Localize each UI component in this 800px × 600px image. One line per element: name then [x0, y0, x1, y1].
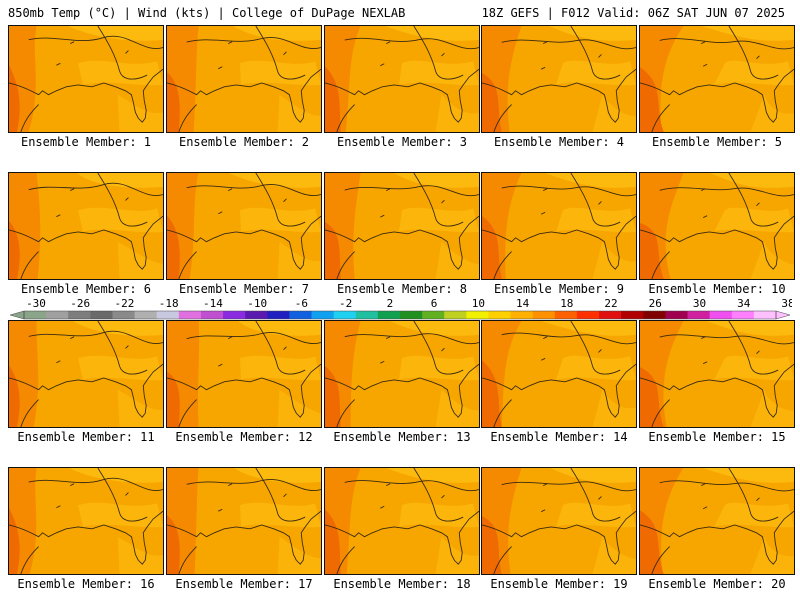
colorbar-tick-label: -22 — [115, 297, 135, 310]
colorbar-tick-label: -6 — [295, 297, 308, 310]
colorbar-tick-label: -26 — [70, 297, 90, 310]
ensemble-member-label: Ensemble Member: 19 — [490, 577, 628, 591]
ensemble-member-label: Ensemble Member: 6 — [20, 282, 152, 296]
ensemble-member-label: Ensemble Member: 13 — [333, 430, 471, 444]
ensemble-member-map — [481, 172, 637, 280]
ensemble-member-label: Ensemble Member: 3 — [336, 135, 468, 149]
colorbar-swatch — [90, 311, 113, 319]
ensemble-member-map — [639, 172, 795, 280]
ensemble-member-map — [166, 25, 322, 133]
colorbar-swatch — [223, 311, 246, 319]
ensemble-member-label: Ensemble Member: 10 — [648, 282, 786, 296]
ensemble-member-label: Ensemble Member: 1 — [20, 135, 152, 149]
colorbar-swatch — [377, 311, 401, 319]
ensemble-member-map — [166, 320, 322, 428]
colorbar-swatch — [355, 311, 379, 319]
colorbar-tick-label: 18 — [560, 297, 573, 310]
ensemble-member-label: Ensemble Member: 4 — [493, 135, 625, 149]
colorbar-swatch — [576, 311, 600, 319]
ensemble-member-map — [8, 25, 164, 133]
colorbar-tick-label: 10 — [472, 297, 485, 310]
colorbar-swatch — [289, 311, 313, 319]
ensemble-member-label: Ensemble Member: 15 — [648, 430, 786, 444]
ensemble-member-label: Ensemble Member: 8 — [336, 282, 468, 296]
ensemble-member-map — [324, 467, 480, 575]
ensemble-member-map — [324, 320, 480, 428]
colorbar-swatch — [621, 311, 644, 319]
colorbar-swatch — [24, 311, 47, 319]
temperature-colorbar: -30 -26 -22 -18 -14 -10 -6 -2 2 6 10 14 18 22 26 30 34 38… — [9, 297, 792, 320]
ensemble-member-map — [8, 467, 164, 575]
ensemble-member-map — [639, 25, 795, 133]
colorbar-swatch — [267, 311, 290, 319]
colorbar-swatch — [333, 311, 357, 319]
ensemble-member-map — [481, 25, 637, 133]
ensemble-member-map — [166, 467, 322, 575]
colorbar-swatch — [200, 311, 224, 319]
colorbar-swatch — [444, 311, 467, 319]
colorbar-tick-label: -18 — [159, 297, 179, 310]
colorbar-high-arrow — [775, 310, 791, 320]
ensemble-member-label: Ensemble Member: 12 — [175, 430, 313, 444]
colorbar-swatch — [422, 311, 445, 319]
colorbar-tick-label: -14 — [203, 297, 223, 310]
colorbar-swatch — [46, 311, 69, 319]
colorbar-swatch — [156, 311, 180, 319]
colorbar-swatch — [245, 311, 268, 319]
colorbar-swatch — [112, 311, 136, 319]
colorbar-swatch — [400, 311, 423, 319]
colorbar-tick-label: 38 — [781, 297, 792, 310]
ensemble-member-map — [324, 172, 480, 280]
ensemble-member-label: Ensemble Member: 9 — [493, 282, 625, 296]
ensemble-member-label: Ensemble Member: 2 — [178, 135, 310, 149]
ensemble-member-map — [481, 320, 637, 428]
ensemble-member-map — [639, 467, 795, 575]
colorbar-frame — [23, 310, 777, 320]
ensemble-member-map — [8, 172, 164, 280]
colorbar-swatch — [554, 311, 578, 319]
colorbar-tick-label: 30 — [693, 297, 706, 310]
colorbar-low-arrow — [9, 310, 25, 320]
colorbar-swatch — [178, 311, 202, 319]
colorbar-swatch — [643, 311, 666, 319]
colorbar-tick-label: 34 — [737, 297, 751, 310]
colorbar-swatch — [731, 311, 755, 319]
ensemble-member-label: Ensemble Member: 18 — [333, 577, 471, 591]
colorbar-tick-label: 6 — [431, 297, 438, 310]
colorbar-swatch — [665, 311, 689, 319]
colorbar-swatch — [466, 311, 489, 319]
colorbar-tick-label: 2 — [387, 297, 394, 310]
ensemble-member-map — [639, 320, 795, 428]
ensemble-member-label: Ensemble Member: 5 — [651, 135, 783, 149]
colorbar-swatch — [687, 311, 711, 319]
colorbar-swatch — [532, 311, 556, 319]
ensemble-member-map — [8, 320, 164, 428]
map-title: 850mb Temp (°C) | Wind (kts) | College o… — [8, 6, 406, 20]
colorbar-swatch — [753, 311, 777, 319]
ensemble-member-label: Ensemble Member: 20 — [648, 577, 786, 591]
colorbar-tick-label: -2 — [339, 297, 352, 310]
colorbar-swatch — [709, 311, 733, 319]
colorbar-tick-label: -10 — [247, 297, 267, 310]
ensemble-member-map — [481, 467, 637, 575]
colorbar-swatch — [134, 311, 158, 319]
ensemble-member-label: Ensemble Member: 11 — [17, 430, 155, 444]
colorbar-swatch — [510, 311, 534, 319]
colorbar-swatch — [599, 311, 622, 319]
colorbar-tick-label: 14 — [516, 297, 530, 310]
ensemble-member-map — [324, 25, 480, 133]
colorbar-tick-label: -30 — [26, 297, 46, 310]
colorbar-swatch — [68, 311, 91, 319]
colorbar-tick-label: 26 — [649, 297, 662, 310]
ensemble-member-label: Ensemble Member: 16 — [17, 577, 155, 591]
colorbar-swatch — [311, 311, 335, 319]
colorbar-swatch — [488, 311, 512, 319]
ensemble-member-label: Ensemble Member: 17 — [175, 577, 313, 591]
model-run-title: 18Z GEFS | F012 Valid: 06Z SAT JUN 07 20… — [481, 6, 785, 20]
ensemble-member-label: Ensemble Member: 7 — [178, 282, 310, 296]
ensemble-member-map — [166, 172, 322, 280]
ensemble-member-label: Ensemble Member: 14 — [490, 430, 628, 444]
colorbar-tick-label: 22 — [604, 297, 617, 310]
